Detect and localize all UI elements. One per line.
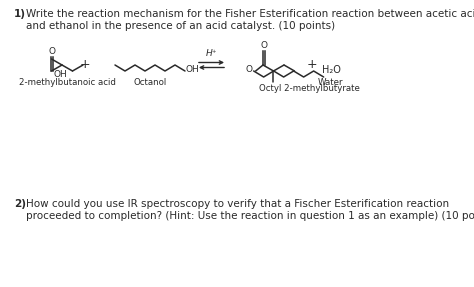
Text: 1): 1) [14,9,26,19]
Text: +: + [306,59,317,71]
Text: O: O [246,65,253,75]
Text: OH: OH [54,70,67,79]
Text: OH: OH [186,65,200,75]
Text: 2-methylbutanoic acid: 2-methylbutanoic acid [19,78,116,87]
Text: Water: Water [318,78,343,87]
Text: Octyl 2-methylbutyrate: Octyl 2-methylbutyrate [259,84,359,93]
Text: O: O [49,47,56,56]
Text: O: O [260,41,267,50]
Text: H₂O: H₂O [322,65,340,75]
Text: H⁺: H⁺ [206,49,217,59]
Text: +: + [80,59,91,71]
Text: Write the reaction mechanism for the Fisher Esterification reaction between acet: Write the reaction mechanism for the Fis… [26,9,474,19]
Text: 2): 2) [14,199,26,209]
Text: Octanol: Octanol [133,78,167,87]
Text: and ethanol in the presence of an acid catalyst. (10 points): and ethanol in the presence of an acid c… [26,21,335,31]
Text: How could you use IR spectroscopy to verify that a Fischer Esterification reacti: How could you use IR spectroscopy to ver… [26,199,449,209]
Text: proceeded to completion? (Hint: Use the reaction in question 1 as an example) (1: proceeded to completion? (Hint: Use the … [26,211,474,221]
